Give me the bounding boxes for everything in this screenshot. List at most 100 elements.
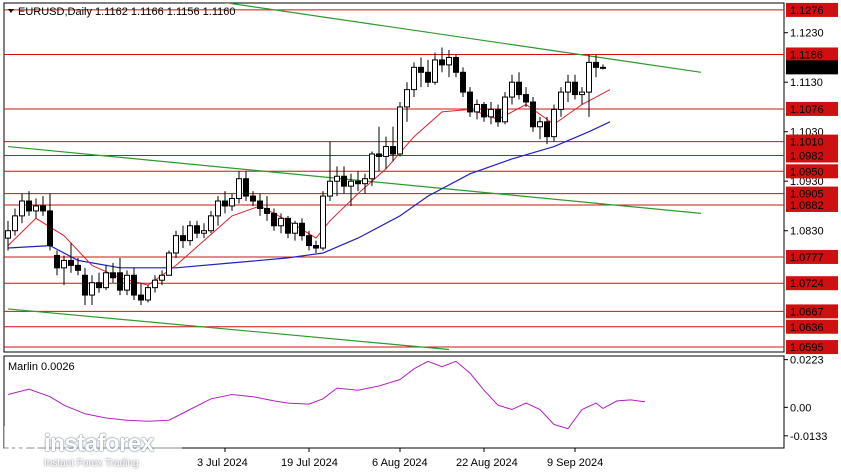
level-label-box (786, 197, 838, 212)
trend-line (7, 145, 702, 214)
indicator-tick-label: -0.0133 (790, 431, 827, 443)
candle-body (383, 146, 389, 157)
time-tick-label: 6 Aug 2024 (372, 457, 428, 469)
candle-body (488, 108, 494, 118)
dropdown-triangle-icon (8, 9, 14, 13)
candle-body (460, 71, 466, 93)
candle-body (446, 56, 452, 66)
candle-body (138, 294, 144, 301)
level-label: 1.0667 (790, 306, 824, 318)
candle-body (313, 245, 319, 249)
candle-body (75, 264, 81, 271)
level-label-box (786, 186, 838, 201)
candle-body (537, 121, 543, 128)
candle-body (264, 207, 270, 214)
level-label-box (786, 148, 838, 163)
candle-body (54, 254, 60, 269)
candle-body (208, 215, 214, 232)
candle-body (418, 66, 424, 73)
current-price-box (786, 60, 838, 75)
watermark-backdrop (4, 426, 182, 472)
candle-body (222, 200, 228, 207)
candle-body (495, 108, 501, 123)
candle-body (565, 81, 571, 93)
level-label-box (786, 340, 838, 355)
main-plot-layer (4, 3, 784, 351)
level-label: 1.1010 (790, 137, 824, 149)
candle-body (390, 146, 396, 155)
candle-body (68, 259, 74, 266)
candle-body (285, 217, 291, 234)
instaforex-logo-icon (8, 432, 38, 462)
level-label-box (786, 101, 838, 116)
candle-body (425, 71, 431, 83)
level-label: 1.0950 (790, 166, 824, 178)
level-label: 1.0982 (790, 150, 824, 162)
candle-body (292, 222, 298, 234)
candle-body (89, 282, 95, 296)
candle-body (152, 279, 158, 289)
candle-body (110, 272, 116, 279)
candle-body (348, 180, 354, 187)
candle-body (61, 259, 67, 269)
candle-body (516, 81, 522, 96)
candle-body (404, 89, 410, 108)
level-label: 1.0595 (790, 342, 824, 354)
candle-body (194, 225, 200, 234)
time-tick-label: 9 Sep 2024 (547, 457, 603, 469)
candle-body (5, 230, 11, 239)
level-label-box (786, 47, 838, 62)
candle-body (376, 153, 382, 157)
candle-body (96, 282, 102, 289)
candle-body (131, 274, 137, 296)
trend-line (223, 3, 702, 73)
candle-body (187, 225, 193, 242)
candle-body (215, 200, 221, 217)
candle-body (544, 121, 550, 138)
level-label-box (786, 134, 838, 149)
level-label: 1.1186 (790, 49, 823, 61)
candle-body (103, 272, 109, 289)
price-tick-label: 1.0830 (790, 226, 824, 238)
watermark-tagline: Instant Forex Trading (44, 458, 139, 469)
candle-body (355, 180, 361, 185)
candle-body (117, 272, 123, 291)
current-price-label: 1.1160 (790, 62, 823, 74)
candle-body (180, 235, 186, 242)
ma-slow-line (7, 121, 611, 269)
price-tick-label: 1.1230 (790, 28, 824, 40)
candle-body (229, 198, 235, 207)
time-tick-label: 19 Jul 2024 (281, 457, 338, 469)
level-label-box (786, 249, 838, 264)
candle-body (362, 178, 368, 185)
level-label: 1.0777 (790, 252, 824, 264)
candle-body (572, 81, 578, 96)
candle-body (453, 56, 459, 73)
candle-body (327, 180, 333, 197)
candle-body (201, 230, 207, 234)
candle-body (320, 195, 326, 249)
candle-body (523, 94, 529, 103)
level-label: 1.1276 (790, 5, 824, 17)
level-label-box (786, 276, 838, 291)
level-label: 1.0636 (790, 322, 824, 334)
candle-body (159, 274, 165, 281)
candle-body (502, 96, 508, 123)
candle-body (509, 81, 515, 98)
marlin-line (7, 360, 646, 430)
candle-body (481, 103, 487, 118)
candle-body (82, 274, 88, 296)
candle-body (593, 61, 599, 68)
candle-body (341, 175, 347, 187)
candle-body (579, 91, 585, 96)
candle-body (40, 205, 46, 212)
candle-body (411, 66, 417, 91)
indicator-tick-label: 0.00 (790, 402, 811, 414)
candle-body (432, 59, 438, 83)
candle-body (26, 200, 32, 212)
candle-body (439, 59, 445, 66)
watermark-brand: instaforex (44, 430, 154, 457)
level-label: 1.1076 (790, 104, 824, 116)
candle-body (299, 222, 305, 237)
candle-body (173, 235, 179, 254)
